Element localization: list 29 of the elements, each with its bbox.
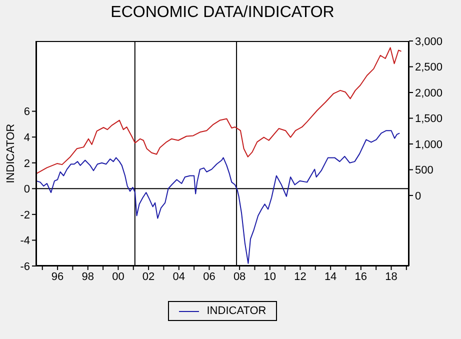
x-tick-label: 06 [203,270,216,283]
x-tick-label: 96 [51,270,64,283]
x-tick-label: 10 [264,270,276,283]
y-tick-label: 2 [24,158,30,170]
y-tick-label: 4 [24,132,30,144]
y2-tick-label: 2,000 [415,87,443,100]
x-tick-label: 04 [172,270,186,283]
chart-title: ECONOMIC DATA/INDICATOR [110,4,336,22]
y-tick-label: 6 [24,106,30,118]
y-tick-label: -6 [20,260,30,273]
x-tick-label: 02 [142,270,155,283]
x-tick-label: 98 [82,270,94,283]
y-tick-label: -2 [20,209,30,222]
x-tick-label: 00 [112,270,124,283]
y2-tick-label: 0 [415,190,422,202]
y2-tick-label: 1,000 [415,138,443,151]
y2-tick-label: 500 [415,164,434,177]
x-tick-label: 12 [294,270,306,283]
y-tick-label: 0 [24,184,30,196]
x-tick-label: 08 [233,270,246,283]
x-tick-label: 18 [385,270,398,283]
x-tick-label: 16 [354,270,368,283]
y2-tick-label: 1,500 [415,113,443,126]
y-tick-label: -4 [20,235,30,248]
y-axis-title: INDICATOR [4,124,17,184]
legend-label: INDICATOR [206,305,266,317]
y2-tick-label: 2,500 [415,62,443,74]
y2-tick-label: 3,000 [415,36,443,48]
x-tick-label: 14 [324,270,337,283]
